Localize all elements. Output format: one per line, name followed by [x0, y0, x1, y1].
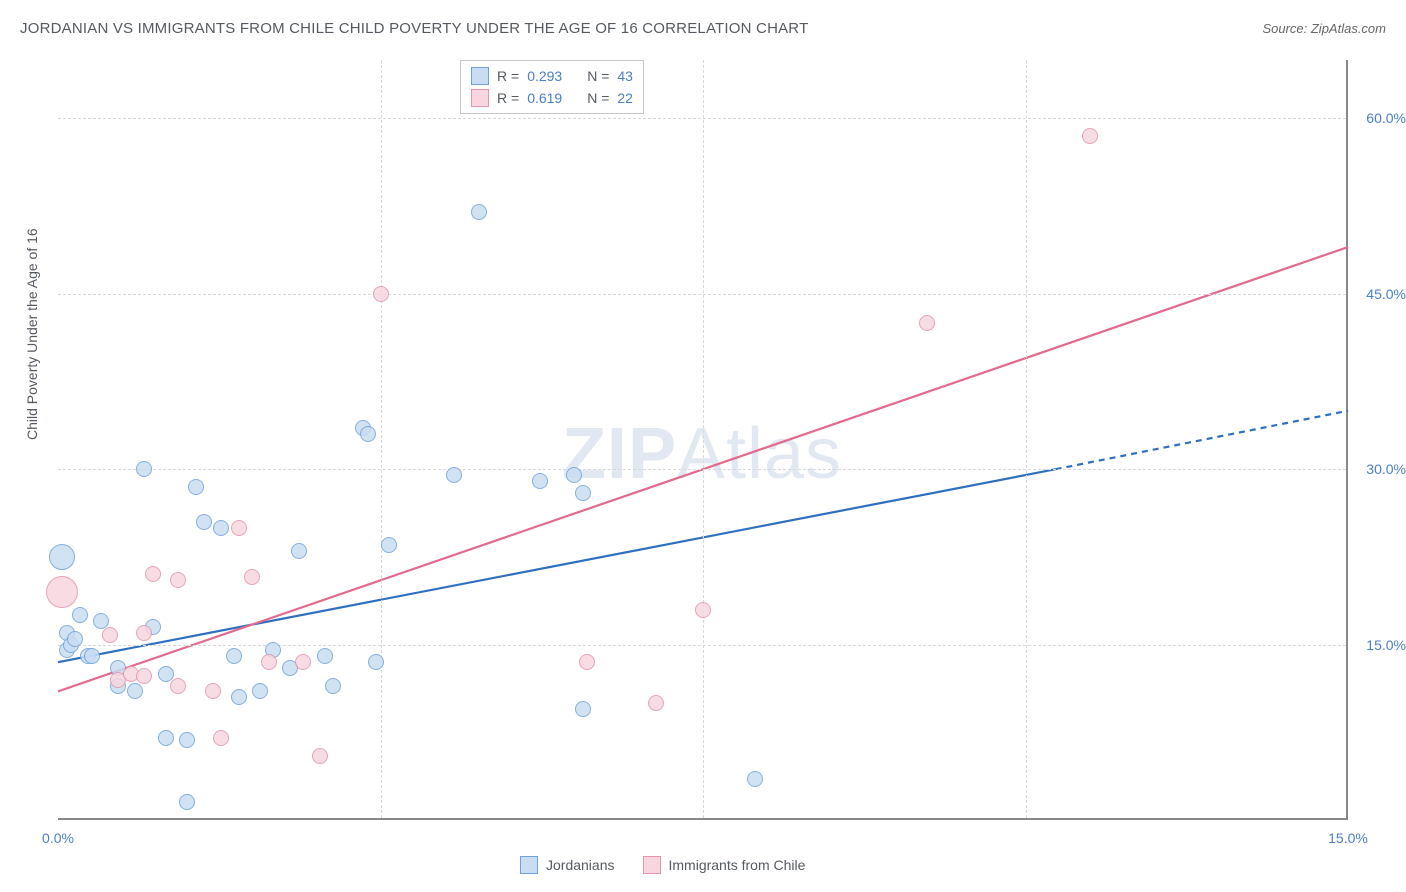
data-point — [566, 467, 582, 483]
data-point — [471, 204, 487, 220]
data-point — [205, 683, 221, 699]
data-point — [170, 572, 186, 588]
data-point — [196, 514, 212, 530]
data-point — [127, 683, 143, 699]
data-point — [67, 631, 83, 647]
gridline-h — [58, 118, 1346, 119]
data-point — [295, 654, 311, 670]
legend-swatch — [471, 67, 489, 85]
data-point — [381, 537, 397, 553]
data-point — [579, 654, 595, 670]
data-point — [136, 668, 152, 684]
data-point — [84, 648, 100, 664]
data-point — [261, 654, 277, 670]
data-point — [179, 732, 195, 748]
data-point — [102, 627, 118, 643]
data-point — [575, 485, 591, 501]
source-label: Source: ZipAtlas.com — [1262, 21, 1386, 36]
gridline-v — [381, 60, 382, 818]
data-point — [158, 730, 174, 746]
data-point — [72, 607, 88, 623]
data-point — [919, 315, 935, 331]
data-point — [179, 794, 195, 810]
data-point — [325, 678, 341, 694]
ytick-label: 30.0% — [1356, 461, 1406, 477]
data-point — [213, 730, 229, 746]
data-point — [446, 467, 462, 483]
data-point — [231, 689, 247, 705]
legend-stat-row: R =0.293N =43 — [471, 65, 633, 87]
yaxis-title: Child Poverty Under the Age of 16 — [24, 228, 40, 440]
data-point — [317, 648, 333, 664]
legend-swatch — [520, 856, 538, 874]
ytick-label: 15.0% — [1356, 637, 1406, 653]
data-point — [360, 426, 376, 442]
data-point — [373, 286, 389, 302]
data-point — [747, 771, 763, 787]
data-point — [244, 569, 260, 585]
legend-series: Jordanians Immigrants from Chile — [520, 856, 805, 874]
trend-lines — [58, 60, 1346, 818]
data-point — [170, 678, 186, 694]
data-point — [136, 461, 152, 477]
data-point — [213, 520, 229, 536]
legend-stats: R =0.293N =43R =0.619N =22 — [460, 60, 644, 114]
data-point — [145, 566, 161, 582]
data-point — [1082, 128, 1098, 144]
data-point — [46, 576, 78, 608]
gridline-v — [703, 60, 704, 818]
chart-title: JORDANIAN VS IMMIGRANTS FROM CHILE CHILD… — [20, 20, 808, 37]
data-point — [648, 695, 664, 711]
data-point — [695, 602, 711, 618]
xtick-label: 0.0% — [42, 830, 74, 846]
data-point — [188, 479, 204, 495]
legend-swatch — [643, 856, 661, 874]
data-point — [312, 748, 328, 764]
xtick-label: 15.0% — [1328, 830, 1368, 846]
gridline-h — [58, 645, 1346, 646]
data-point — [49, 544, 75, 570]
legend-item: Immigrants from Chile — [643, 856, 806, 874]
legend-stat-row: R =0.619N =22 — [471, 87, 633, 109]
ytick-label: 45.0% — [1356, 286, 1406, 302]
plot-area: ZIPAtlas 15.0%30.0%45.0%60.0%0.0%15.0% — [58, 60, 1348, 820]
ytick-label: 60.0% — [1356, 110, 1406, 126]
data-point — [532, 473, 548, 489]
data-point — [368, 654, 384, 670]
gridline-h — [58, 469, 1346, 470]
gridline-v — [1026, 60, 1027, 818]
data-point — [231, 520, 247, 536]
legend-swatch — [471, 89, 489, 107]
data-point — [158, 666, 174, 682]
data-point — [226, 648, 242, 664]
data-point — [252, 683, 268, 699]
gridline-h — [58, 294, 1346, 295]
legend-item: Jordanians — [520, 856, 615, 874]
data-point — [291, 543, 307, 559]
data-point — [136, 625, 152, 641]
data-point — [575, 701, 591, 717]
